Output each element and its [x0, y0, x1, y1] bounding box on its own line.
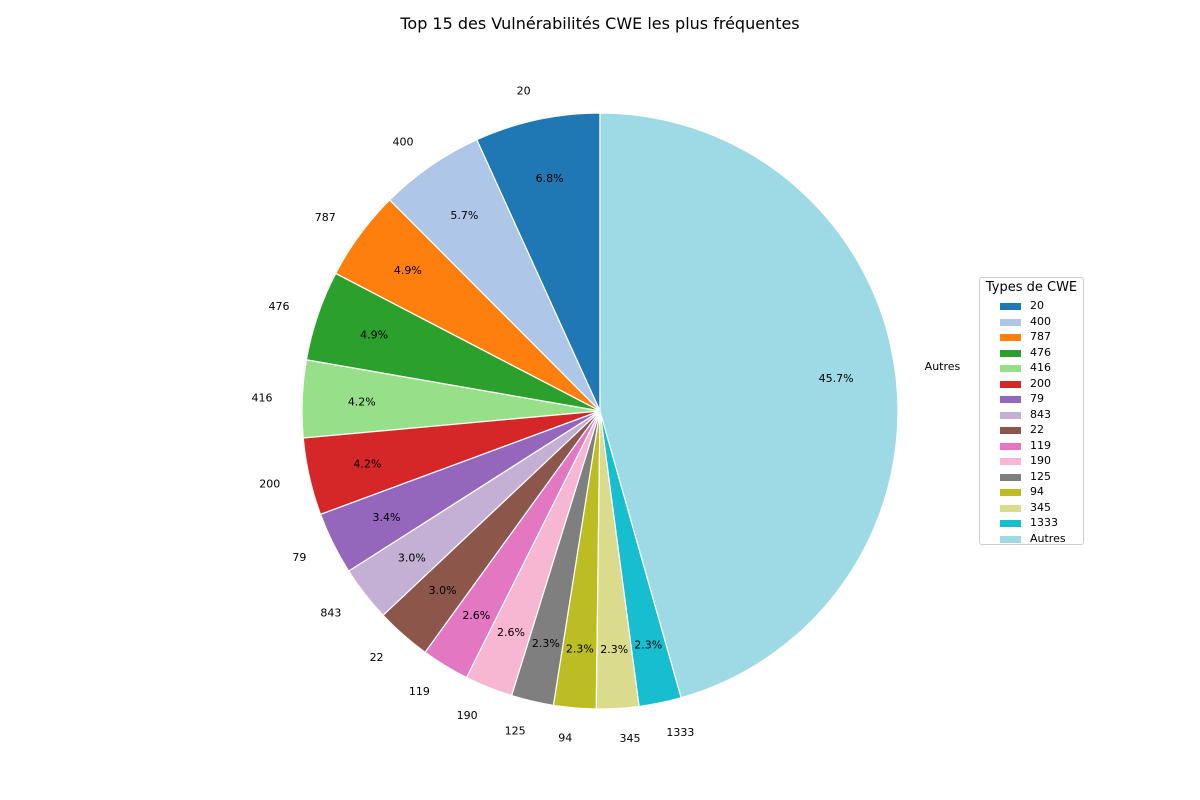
category-label-125: 125 [505, 724, 526, 737]
pie-slice-20 [475, 112, 601, 412]
legend-label: 79 [1030, 392, 1044, 405]
pie-slice-autres [599, 112, 899, 699]
legend-label: 200 [1030, 376, 1051, 390]
legend-label: 119 [1030, 438, 1051, 452]
pct-label-190: 2.6% [497, 626, 525, 639]
pct-label-200: 4.2% [354, 458, 382, 471]
legend-swatch [1000, 489, 1021, 496]
legend-swatch [1000, 396, 1021, 403]
legend-label: 416 [1030, 361, 1051, 374]
legend-swatch [1000, 411, 1021, 419]
category-label-119: 119 [409, 685, 430, 698]
pct-label-400: 5.7% [450, 209, 478, 222]
chart-title: Top 15 des Vulnérabilités CWE les plus f… [399, 14, 799, 33]
pct-label-autres: 45.7% [819, 372, 854, 385]
category-label-190: 190 [457, 709, 478, 722]
legend-label: 843 [1030, 407, 1051, 421]
pct-label-20: 6.8% [536, 172, 564, 185]
legend-label: 787 [1030, 330, 1051, 343]
legend-label: 125 [1030, 469, 1051, 483]
category-labels: 20 400 787 476 416 200 79 843 22 119 190 125 94 345 13… [251, 85, 960, 746]
pct-label-416: 4.2% [348, 395, 376, 408]
legend-swatch [1000, 303, 1021, 310]
legend-swatch [1000, 473, 1021, 481]
pct-label-125: 2.3% [532, 637, 560, 650]
category-label-200: 200 [259, 477, 280, 490]
legend-label: 190 [1030, 454, 1051, 467]
category-label-345: 345 [620, 732, 641, 745]
pct-label-22: 3.0% [429, 584, 457, 597]
pct-label-843: 3.0% [398, 551, 426, 564]
category-label-476: 476 [268, 300, 289, 313]
pct-label-119: 2.6% [462, 609, 490, 622]
pct-label-79: 3.4% [372, 511, 400, 524]
category-label-22: 22 [370, 651, 384, 664]
legend-swatch [1000, 349, 1021, 357]
category-label-416: 416 [251, 392, 272, 405]
pct-label-787: 4.9% [394, 264, 422, 277]
legend-label: 476 [1030, 345, 1051, 359]
legend-label: 94 [1030, 485, 1044, 498]
legend-label: 345 [1030, 500, 1051, 514]
legend-label: 1333 [1030, 516, 1058, 529]
legend-swatch [1000, 318, 1021, 326]
legend-swatch [1000, 334, 1021, 341]
legend-label: 400 [1030, 314, 1051, 328]
category-label-843: 843 [320, 606, 341, 619]
pct-label-1333: 2.3% [634, 638, 662, 651]
legend-swatch [1000, 458, 1021, 465]
legend-swatch [1000, 380, 1021, 388]
legend-swatch [1000, 427, 1021, 434]
category-label-400: 400 [393, 135, 414, 148]
pct-label-345: 2.3% [600, 643, 628, 656]
legend-swatch [1000, 504, 1021, 512]
legend-swatch [1000, 535, 1021, 543]
legend-swatch [1000, 365, 1021, 372]
pct-label-476: 4.9% [360, 329, 388, 342]
category-label-94: 94 [558, 732, 572, 745]
category-label-79: 79 [292, 551, 306, 564]
category-label-787: 787 [315, 211, 336, 224]
legend-swatch [1000, 520, 1021, 527]
percentage-labels: 6.8% 5.7% 4.9% 4.9% 4.2% 4.2% 3.4% 3.0% 3.0% 2.6%… [348, 172, 854, 656]
category-label-20: 20 [517, 85, 531, 98]
legend: Types de CWE 20 400 787 476 416 200 79 843 22 119… [979, 277, 1084, 545]
legend-title: Types de CWE [985, 280, 1078, 295]
category-label-autres: Autres [925, 360, 961, 373]
pie-slices [301, 112, 899, 710]
pct-label-94: 2.3% [566, 643, 594, 656]
category-label-1333: 1333 [666, 726, 694, 739]
legend-label: Autres [1030, 531, 1066, 545]
legend-swatch [1000, 442, 1021, 450]
legend-label: 20 [1030, 299, 1044, 312]
legend-label: 22 [1030, 423, 1044, 436]
